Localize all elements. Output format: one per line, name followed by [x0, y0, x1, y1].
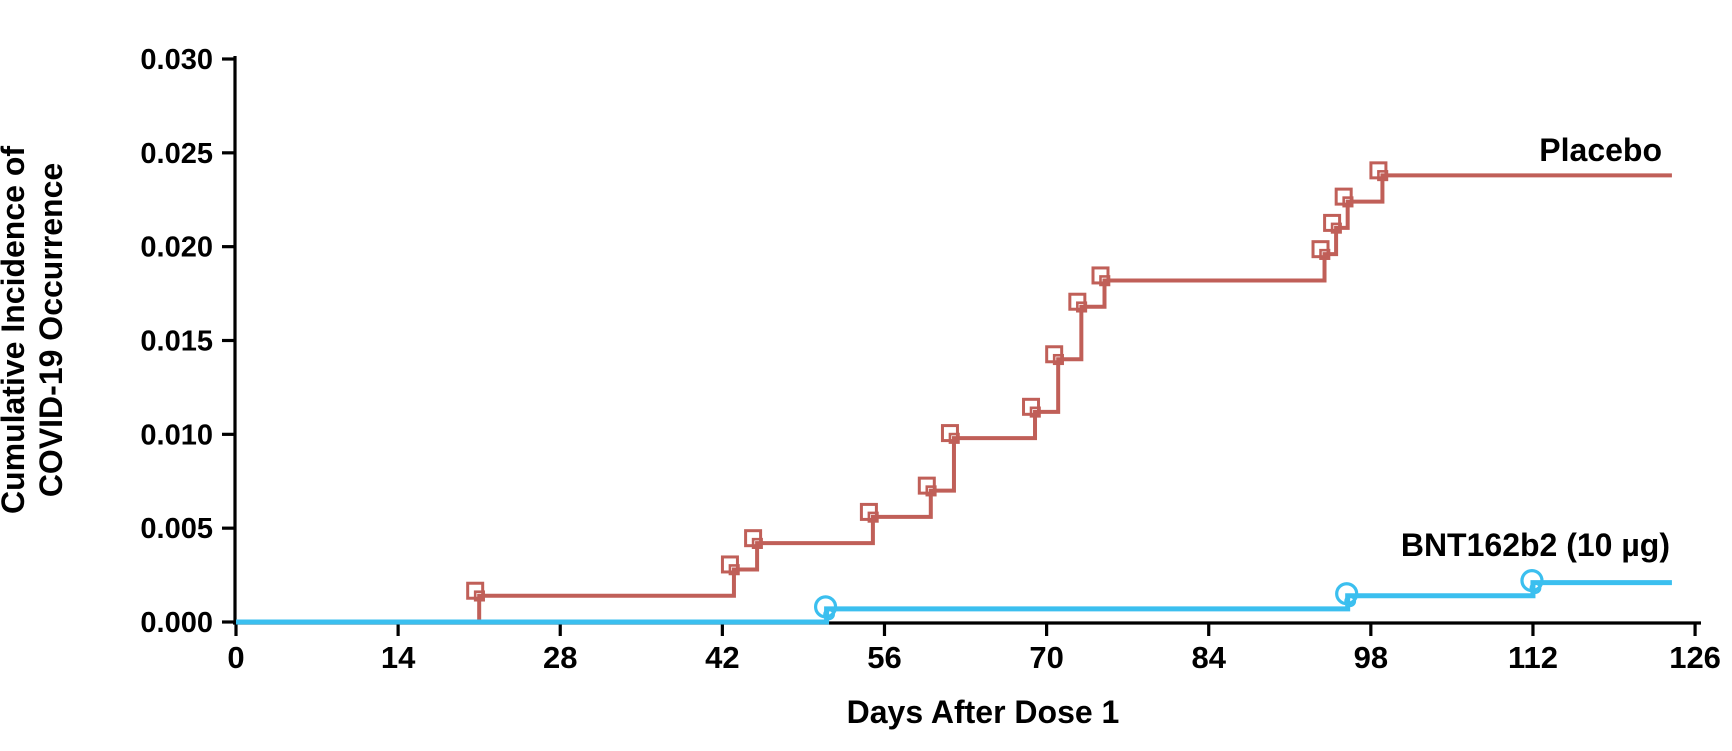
x-tick-label-56: 56	[867, 640, 901, 675]
x-tick-label-126: 126	[1669, 640, 1721, 675]
placebo-event-marker-inner-day-21	[473, 590, 485, 602]
y-axis-title-line1: Cumulative Incidence of	[0, 146, 31, 514]
placebo-event-marker-inner-day-75	[1099, 275, 1111, 287]
placebo-event-marker-inner-day-99	[1377, 170, 1389, 182]
placebo-curve	[236, 173, 1672, 624]
x-tick-label-0: 0	[227, 640, 244, 675]
placebo-event-marker-inner-day-43	[728, 564, 740, 576]
bnt162b2-event-marker-inner-day-51	[823, 608, 835, 621]
placebo-event-marker-inner-day-55	[867, 511, 879, 523]
y-tick-label-0.015: 0.015	[140, 325, 213, 357]
y-tick-label-0.020: 0.020	[140, 232, 213, 264]
placebo-event-marker-inner-day-73	[1076, 301, 1088, 313]
placebo-event-marker-inner-day-45	[751, 537, 763, 549]
bnt162b2-curve	[236, 580, 1672, 625]
bnt162b2-event-marker-inner-day-96	[1344, 595, 1357, 608]
legend-bnt162b2-label: BNT162b2 (10 µg)	[1401, 527, 1670, 563]
bnt162b2-event-marker-inner-day-112	[1529, 582, 1542, 594]
placebo-series	[236, 161, 1672, 624]
x-tick-label-112: 112	[1508, 640, 1558, 675]
placebo-event-marker-inner-day-95	[1330, 222, 1342, 234]
placebo-event-marker-inner-day-96	[1342, 196, 1354, 208]
x-tick-label-98: 98	[1354, 640, 1388, 675]
x-tick-label-14: 14	[381, 640, 416, 675]
x-axis-title: Days After Dose 1	[847, 694, 1120, 730]
series-layer	[236, 161, 1672, 625]
y-tick-label-0.000: 0.000	[140, 607, 213, 639]
axes-layer: 0.000 0.005 0.010 0.015 0.020 0.025 0.030 0 14 28…	[140, 44, 1721, 675]
legend-placebo-label: Placebo	[1539, 132, 1662, 168]
placebo-event-marker-inner-day-69	[1029, 406, 1041, 418]
y-axis-title-line2: COVID-19 Occurrence	[33, 163, 69, 497]
placebo-event-marker-inner-day-94	[1319, 248, 1331, 260]
y-tick-label-0.005: 0.005	[140, 513, 213, 545]
labels-layer: Days After Dose 1 Cumulative Incidence o…	[0, 132, 1670, 730]
bnt162b2-series	[236, 568, 1672, 625]
placebo-event-marker-inner-day-62	[948, 432, 960, 444]
y-tick-label-0.010: 0.010	[140, 419, 213, 451]
x-tick-label-28: 28	[543, 640, 577, 675]
x-tick-label-42: 42	[705, 640, 739, 675]
placebo-event-marker-inner-day-71	[1052, 353, 1064, 366]
y-tick-label-0.030: 0.030	[140, 44, 213, 76]
y-tick-label-0.025: 0.025	[140, 138, 213, 170]
placebo-event-marker-inner-day-60	[925, 485, 937, 497]
x-tick-label-84: 84	[1191, 640, 1226, 675]
x-tick-label-70: 70	[1029, 640, 1063, 675]
